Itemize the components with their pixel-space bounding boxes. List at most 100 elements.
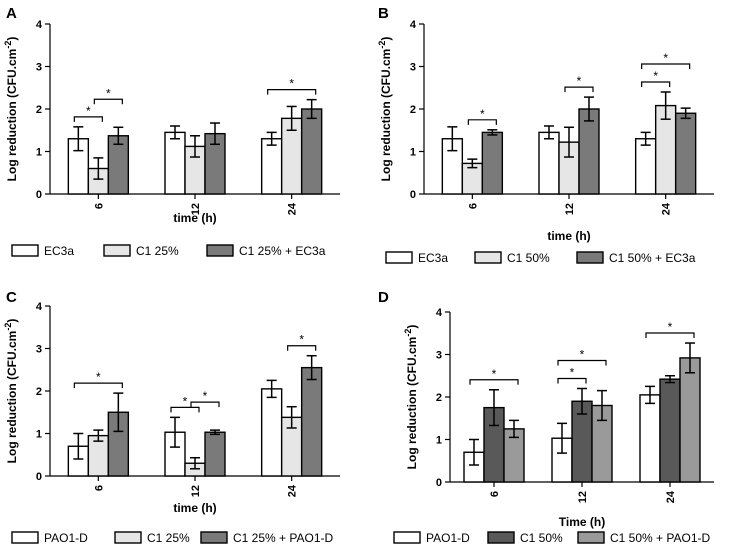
legend-label: PAO1-D (44, 531, 88, 545)
y-tick-label: 3 (410, 62, 416, 74)
panel-label: D (378, 289, 389, 306)
legend-swatch (487, 531, 515, 544)
bar (674, 112, 697, 195)
significance-star: * (183, 394, 188, 408)
legend-swatch (385, 251, 413, 264)
bar (659, 378, 681, 483)
significance-star: * (577, 74, 582, 88)
y-tick-label: 4 (36, 19, 43, 31)
x-tick-label: 6 (93, 203, 105, 209)
legend-swatch (11, 244, 39, 257)
significance-bracket (73, 382, 123, 389)
legend-swatch (474, 251, 502, 264)
significance-bracket (93, 98, 123, 105)
legend-swatch (576, 251, 604, 264)
significance-bracket (641, 63, 691, 69)
legend-label: C1 25% + PAO1-D (233, 531, 333, 545)
y-tick-label: 3 (436, 350, 442, 362)
x-tick-label: 6 (489, 491, 501, 497)
x-tick-label: 12 (577, 491, 589, 503)
significance-bracket (469, 379, 519, 385)
bar (260, 138, 283, 195)
y-axis-label: Log reduction (CFU.cm-2) (377, 37, 393, 182)
y-axis-label: Log reduction (CFU.cm-2) (3, 37, 19, 182)
y-tick-label: 4 (436, 307, 443, 319)
bar (164, 131, 186, 195)
bar (204, 431, 226, 477)
significance-star: * (203, 389, 208, 403)
legend-swatch (200, 531, 228, 544)
x-tick-label: 12 (564, 203, 576, 215)
significance-star: * (289, 77, 294, 91)
bar (634, 138, 657, 195)
panel-label: B (378, 5, 389, 22)
x-axis-label: time (h) (173, 501, 216, 515)
significance-bracket (467, 119, 497, 125)
y-tick-label: 2 (410, 104, 416, 116)
y-tick-label: 4 (36, 301, 43, 313)
significance-star: * (492, 367, 497, 381)
y-tick-label: 1 (36, 429, 42, 441)
panel-label: A (6, 5, 17, 22)
legend-label: C1 50% (520, 531, 563, 545)
y-axis-label: Log reduction (CFU.cm-2) (403, 325, 419, 470)
y-tick-label: 0 (36, 189, 42, 201)
x-tick-label: 6 (467, 203, 479, 209)
significance-star: * (580, 348, 585, 362)
legend-swatch (11, 531, 39, 544)
x-tick-label: 24 (661, 202, 673, 215)
legend-swatch (103, 244, 131, 257)
x-tick-label: 12 (190, 485, 202, 497)
legend-label: PAO1-D (426, 531, 470, 545)
y-tick-label: 2 (36, 104, 42, 116)
legend-swatch (393, 531, 421, 544)
bar (260, 388, 283, 477)
legend-label: C1 50% + PAO1-D (610, 531, 710, 545)
legend-label: C1 50% + EC3a (609, 251, 696, 265)
x-axis-label: Time (h) (559, 515, 605, 529)
significance-bracket (170, 406, 200, 413)
y-axis-label: Log reduction (CFU.cm-2) (3, 319, 19, 464)
y-tick-label: 0 (36, 471, 42, 483)
y-tick-label: 0 (436, 477, 442, 489)
significance-star: * (653, 69, 658, 83)
bar (578, 108, 600, 195)
x-tick-label: 24 (665, 490, 677, 503)
y-tick-label: 0 (410, 189, 416, 201)
significance-star: * (668, 320, 673, 334)
significance-bracket (267, 89, 317, 95)
y-tick-label: 3 (36, 62, 42, 74)
significance-bracket (73, 116, 103, 122)
bar (481, 131, 504, 195)
bar (300, 108, 323, 195)
y-tick-label: 1 (36, 147, 42, 159)
x-axis-label: time (h) (173, 211, 216, 225)
significance-bracket (287, 345, 317, 351)
y-tick-label: 1 (436, 435, 442, 447)
legend-swatch (577, 531, 605, 544)
y-tick-label: 3 (36, 344, 42, 356)
y-tick-label: 2 (36, 386, 42, 398)
x-tick-label: 24 (287, 484, 299, 497)
y-tick-label: 4 (410, 19, 417, 31)
significance-star: * (480, 107, 485, 121)
legend-label: C1 25% (147, 531, 190, 545)
panel-label: C (6, 289, 17, 306)
x-axis-label: time (h) (547, 229, 590, 243)
significance-star: * (570, 366, 575, 380)
significance-bracket (557, 377, 587, 384)
bar (679, 357, 701, 483)
x-tick-label: 12 (190, 203, 202, 215)
legend-label: C1 50% (507, 251, 550, 265)
significance-bracket (190, 401, 220, 408)
legend-swatch (114, 531, 142, 544)
legend-label: C1 25% (136, 244, 179, 258)
bar (538, 131, 560, 195)
legend-swatch (206, 244, 234, 257)
legend-label: EC3a (418, 251, 448, 265)
significance-star: * (86, 104, 91, 118)
